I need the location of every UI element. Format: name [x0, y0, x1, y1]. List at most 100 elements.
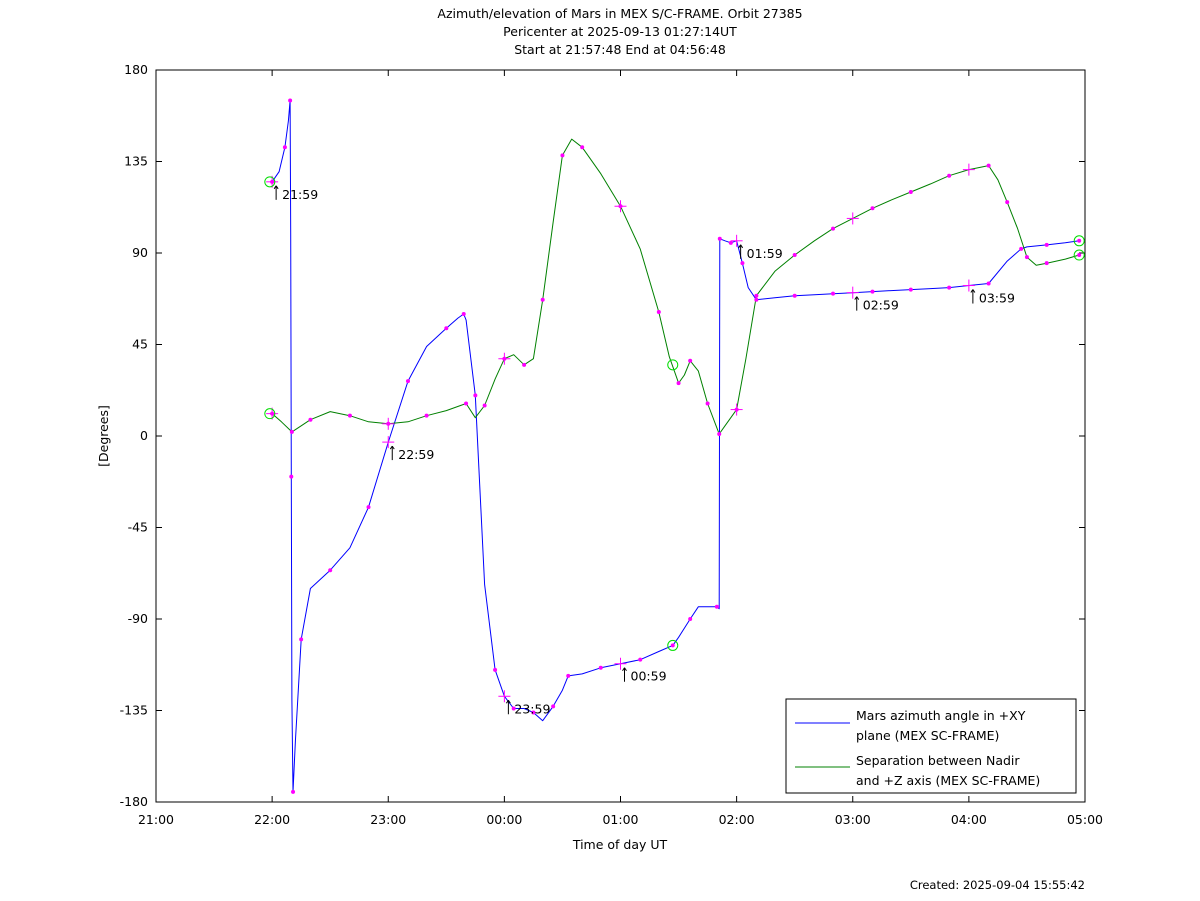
data-point-marker — [580, 145, 585, 150]
x-tick-label: 23:00 — [370, 812, 406, 827]
data-point-marker — [688, 358, 693, 363]
data-point-marker — [947, 173, 952, 178]
y-tick-label: -180 — [120, 794, 148, 809]
y-tick-label: -45 — [128, 520, 148, 535]
data-point-marker — [493, 667, 498, 672]
data-point-marker — [1024, 255, 1029, 260]
marker-layer — [264, 98, 1085, 794]
data-point-marker — [908, 190, 913, 194]
event-circle-marker — [667, 639, 679, 651]
legend-label-separation-line1: Separation between Nadir — [856, 753, 1020, 768]
event-circle-marker — [667, 359, 679, 371]
legend-box — [785, 698, 1077, 794]
data-point-marker — [366, 505, 371, 510]
data-point-marker — [531, 710, 536, 715]
y-tick-label: 135 — [124, 154, 148, 169]
event-circle-marker — [264, 176, 276, 188]
data-point-marker — [986, 163, 991, 168]
chart-subtitle-pericenter: Pericenter at 2025-09-13 01:27:14UT — [503, 24, 737, 39]
time-label-text: 01:59 — [747, 246, 783, 261]
data-point-marker — [473, 393, 478, 398]
data-point-marker — [792, 253, 797, 258]
data-point-marker — [705, 401, 710, 406]
data-point-marker — [560, 153, 565, 158]
y-axis-label: [Degrees] — [96, 405, 111, 467]
time-label-text: 03:59 — [979, 291, 1015, 306]
hour-cross-marker — [498, 352, 511, 365]
x-tick-label: 04:00 — [951, 812, 987, 827]
x-tick-label: 22:00 — [254, 812, 290, 827]
data-point-marker — [676, 381, 681, 386]
data-point-marker — [424, 413, 429, 418]
data-point-marker — [566, 673, 571, 678]
y-tick-label: 45 — [132, 337, 148, 352]
data-point-marker — [656, 309, 661, 314]
data-point-marker — [461, 312, 466, 316]
data-point-marker — [347, 413, 352, 418]
hour-cross-marker — [614, 657, 627, 670]
event-circle-marker — [264, 408, 276, 420]
data-point-marker — [947, 285, 952, 290]
data-point-marker — [540, 297, 545, 302]
data-point-marker — [299, 637, 304, 642]
data-point-marker — [328, 568, 333, 573]
legend-label-azimuth-line1: Mars azimuth angle in +XY — [856, 708, 1026, 723]
hour-cross-marker — [846, 286, 859, 299]
time-label-text: 22:59 — [398, 447, 434, 462]
chart-subtitle-start-end: Start at 21:57:48 End at 04:56:48 — [514, 42, 726, 57]
data-point-marker — [1005, 200, 1010, 205]
hour-cross-marker — [962, 279, 975, 292]
series-line-azimuth — [271, 100, 1080, 793]
time-label: 22:59 — [389, 445, 434, 462]
x-axis-label: Time of day UT — [572, 837, 668, 852]
legend: Mars azimuth angle in +XY plane (MEX SC-… — [785, 698, 1077, 794]
data-point-marker — [1077, 253, 1082, 258]
data-point-marker — [754, 297, 759, 302]
time-label: 02:59 — [854, 296, 899, 313]
y-tick-label: 90 — [132, 245, 148, 260]
axis-ticks: 21:00 22:00 23:00 00:00 01:00 02:00 03:00 04:00… — [120, 62, 1103, 827]
hour-cross-marker — [730, 234, 743, 247]
data-point-marker — [1077, 238, 1082, 243]
data-point-marker — [670, 643, 675, 648]
time-label: 23:59 — [505, 699, 550, 716]
y-tick-label: 0 — [140, 428, 148, 443]
data-point-marker — [444, 326, 449, 331]
hour-cross-marker — [382, 417, 395, 430]
data-point-marker — [1019, 246, 1024, 251]
legend-label-separation-line2: and +Z axis (MEX SC-FRAME) — [856, 773, 1040, 788]
data-point-marker — [522, 362, 527, 367]
data-point-marker — [482, 403, 487, 408]
event-circle-marker — [1073, 249, 1085, 261]
time-label-text: 02:59 — [863, 298, 899, 313]
data-point-marker — [831, 226, 836, 231]
data-point-marker — [291, 789, 296, 794]
hour-cross-marker — [498, 690, 511, 703]
x-tick-label: 00:00 — [486, 812, 522, 827]
data-point-marker — [1044, 242, 1049, 247]
data-point-marker — [986, 281, 991, 286]
data-point-marker — [405, 379, 410, 384]
data-point-marker — [717, 431, 722, 436]
hour-cross-marker — [730, 403, 743, 416]
chart-title: Azimuth/elevation of Mars in MEX S/C-FRA… — [437, 6, 803, 21]
data-point-marker — [1044, 261, 1049, 266]
time-label-text: 21:59 — [282, 187, 318, 202]
x-tick-label: 03:00 — [835, 812, 871, 827]
legend-label-azimuth-line2: plane (MEX SC-FRAME) — [856, 728, 999, 743]
data-point-marker — [870, 206, 875, 211]
data-point-marker — [831, 291, 836, 296]
event-circle-marker — [1073, 235, 1085, 247]
hour-cross-marker — [614, 200, 627, 213]
data-point-marker — [754, 293, 759, 298]
data-point-marker — [308, 417, 313, 422]
data-point-marker — [714, 604, 719, 609]
time-label: 01:59 — [738, 244, 783, 261]
y-tick-label: -135 — [120, 703, 148, 718]
plot-frame — [155, 69, 1086, 803]
x-tick-label: 21:00 — [138, 812, 174, 827]
data-point-marker — [598, 665, 603, 670]
created-timestamp: Created: 2025-09-04 15:55:42 — [909, 878, 1085, 892]
x-tick-label: 05:00 — [1067, 812, 1103, 827]
